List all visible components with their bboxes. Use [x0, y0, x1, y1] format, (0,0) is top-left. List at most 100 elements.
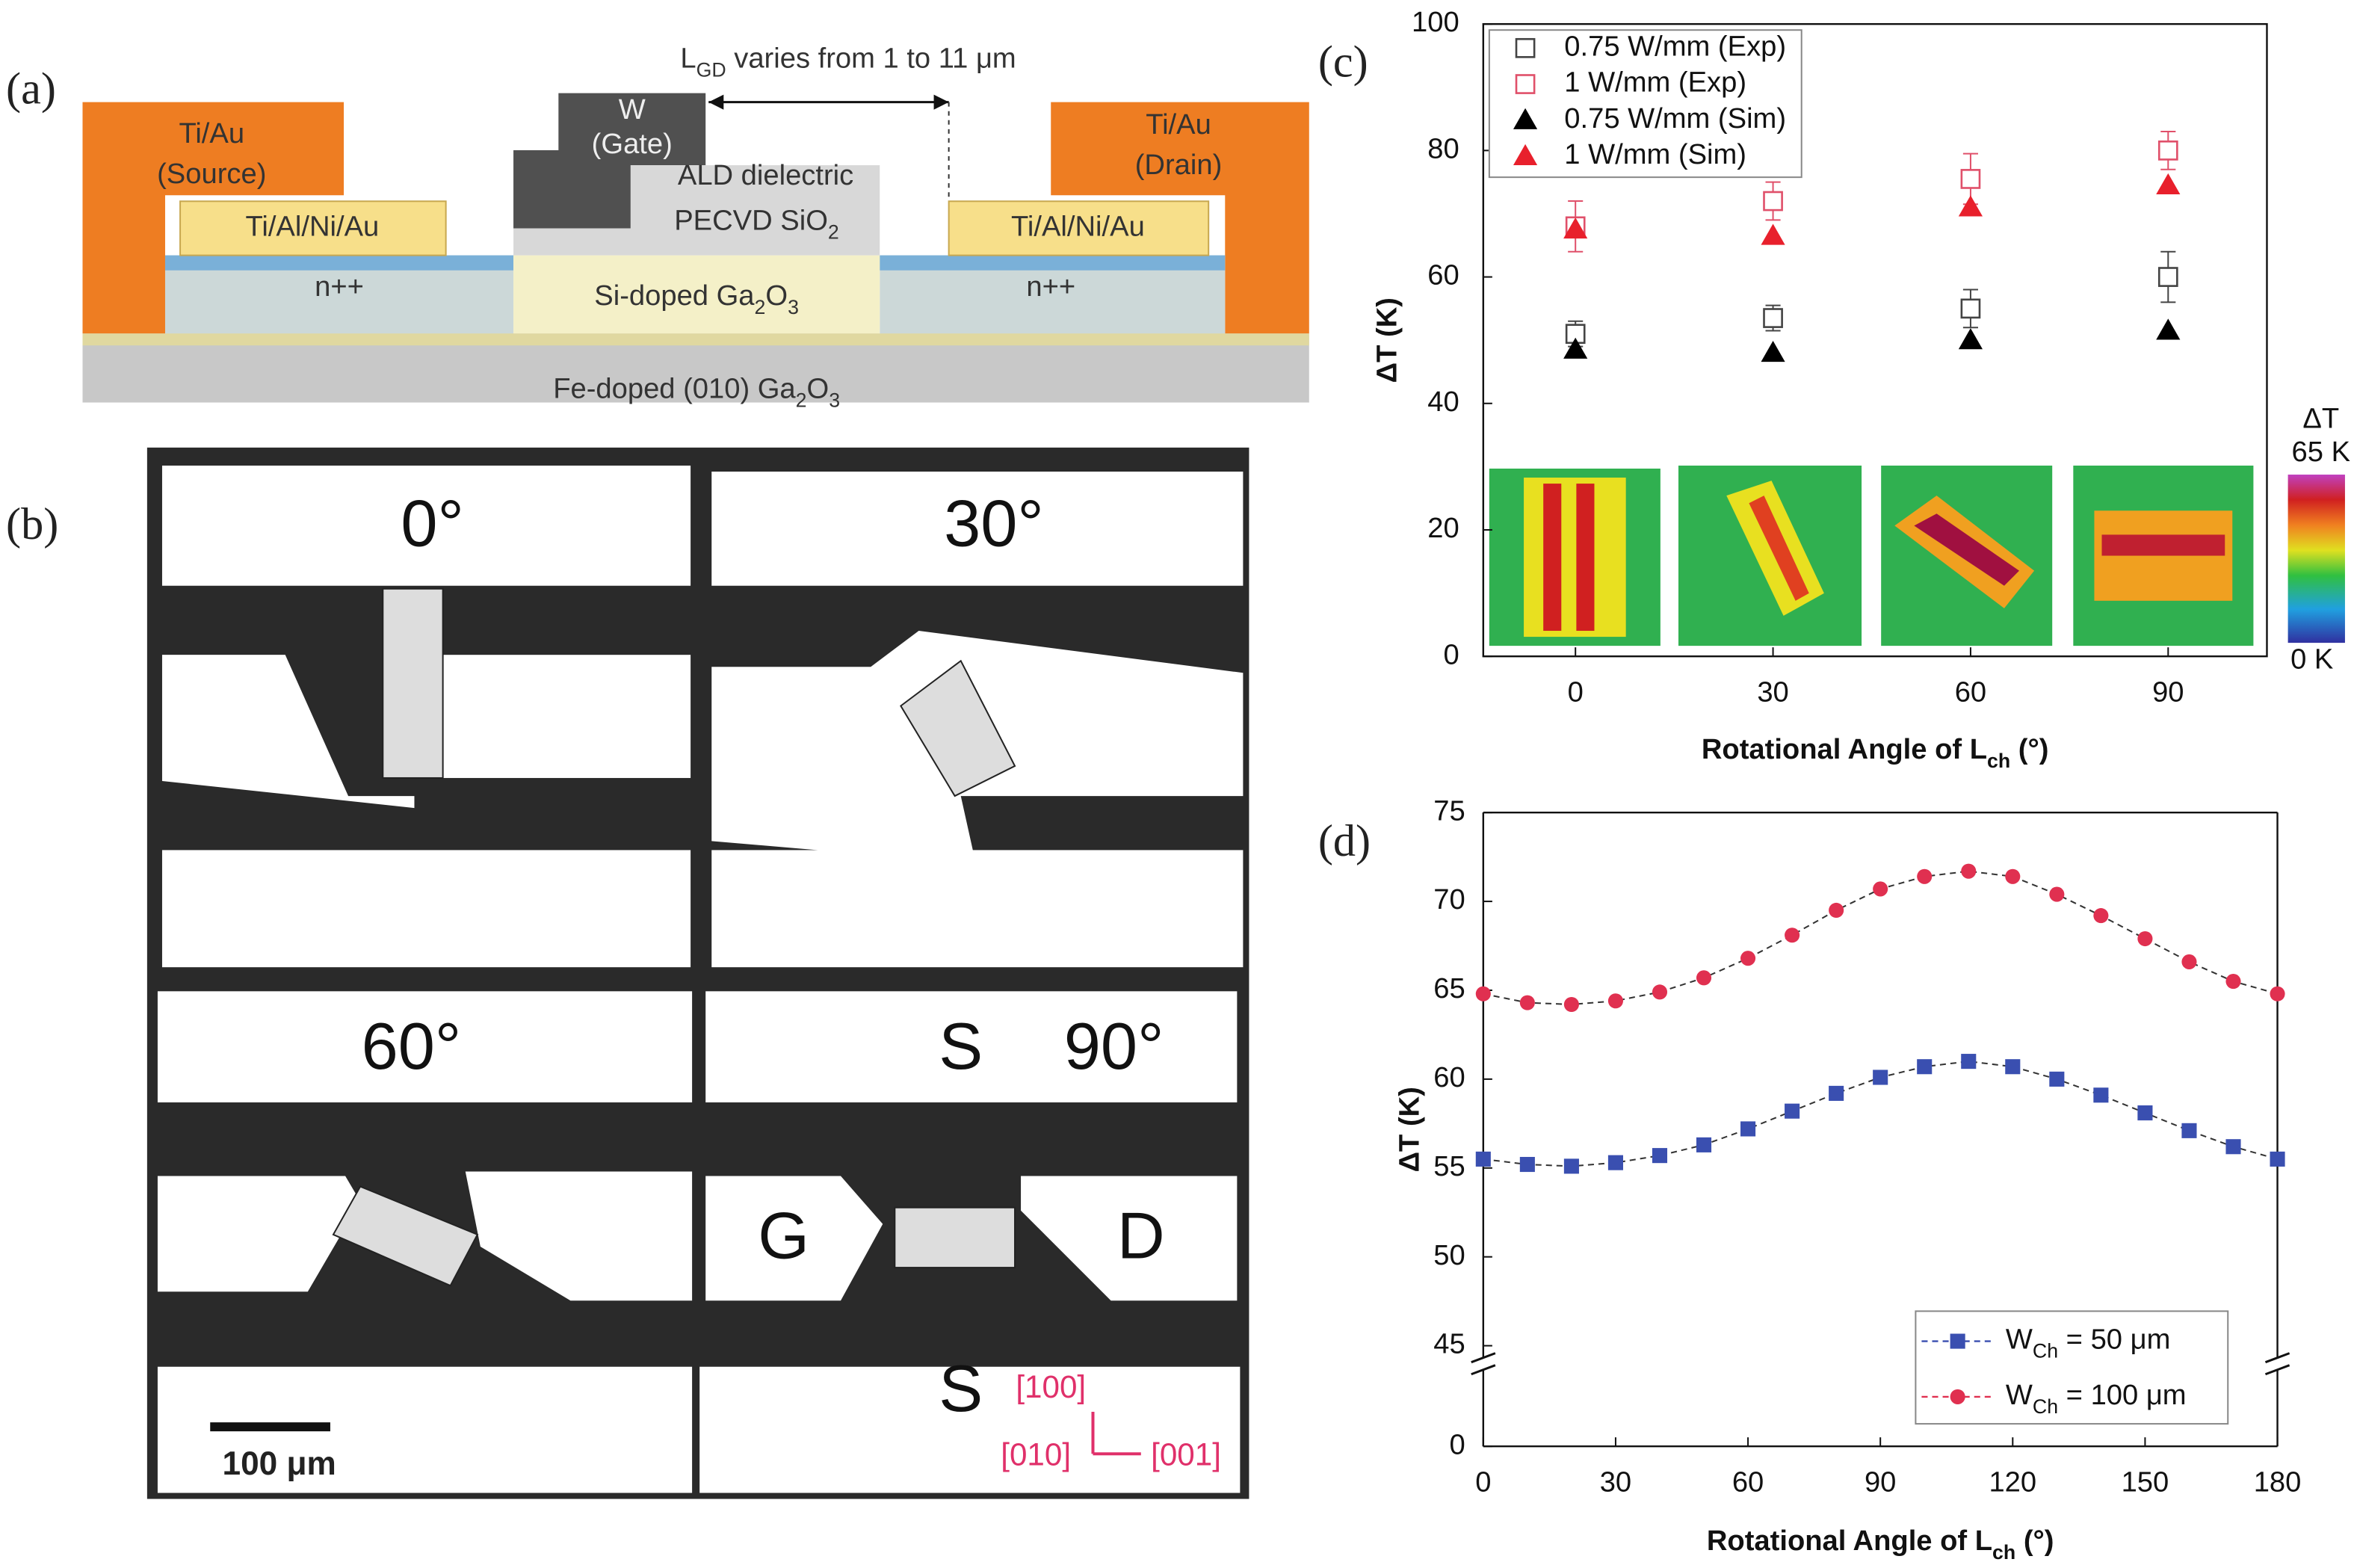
hot-region [1524, 478, 1626, 638]
legend-marker [1515, 74, 1536, 94]
y-tick-label: 65 [1433, 972, 1465, 1004]
legend-marker [1950, 1389, 1965, 1404]
y-tick-label: 0 [1449, 1428, 1465, 1460]
axis-break [2264, 1364, 2290, 1376]
pad [161, 850, 691, 968]
legend-label: 1 W/mm (Sim) [1564, 138, 1746, 170]
data-point [1563, 337, 1588, 359]
label: PECVD SiO2 [674, 204, 839, 243]
pad [699, 1366, 1241, 1493]
data-point [1565, 324, 1586, 345]
label: Ti/Au [179, 117, 244, 149]
text-part: O [765, 280, 788, 312]
terminal-label: S [939, 1351, 983, 1425]
label: Ti/Al/Ni/Au [1011, 211, 1145, 243]
colorbar-min: 0 K [2290, 643, 2334, 675]
label: Ti/Au [1146, 108, 1211, 141]
direction-label: [001] [1151, 1436, 1221, 1472]
data-point [2049, 1071, 2065, 1087]
data-point [1917, 868, 1933, 884]
label: Ti/Al/Ni/Au [245, 211, 379, 243]
data-point [2049, 886, 2065, 902]
label: (Drain) [1135, 149, 1223, 181]
data-point [1763, 191, 1783, 212]
data-point [1829, 1085, 1844, 1101]
label: n++ [315, 271, 364, 303]
hot-stripe [2101, 534, 2225, 556]
label: (Gate) [592, 128, 673, 160]
data-point [1785, 1103, 1800, 1119]
data-point [1475, 1151, 1491, 1167]
data-point [1960, 169, 1981, 189]
ohmic-right [948, 200, 1210, 256]
label: W [619, 93, 646, 126]
subscript: GD [696, 58, 726, 81]
x-tick-label: 150 [2122, 1466, 2169, 1498]
data-point [1696, 1137, 1712, 1152]
drain-metal [1051, 102, 1309, 334]
text-part: (°) [2010, 733, 2048, 765]
text-part: Fe-doped (010) Ga [553, 373, 796, 405]
n-plus-top [880, 255, 1226, 271]
terminal-label: D [1117, 1198, 1165, 1272]
data-point [1961, 1054, 1977, 1069]
legend-label: WCh = 50 μm [2006, 1324, 2170, 1362]
data-point [1652, 984, 1668, 1000]
legend-label: WCh = 100 μm [2006, 1379, 2187, 1418]
panel-label: (c) [1318, 37, 1368, 87]
data-point [1740, 951, 1756, 966]
channel [900, 659, 1016, 797]
label: Fe-doped (010) Ga2O3 [553, 373, 840, 412]
channel [382, 587, 444, 779]
y-tick-label: 45 [1433, 1328, 1465, 1360]
text-part: L [680, 42, 696, 74]
subscript: Ch [2033, 1395, 2058, 1418]
data-point [2225, 1139, 2241, 1155]
subscript: 3 [829, 389, 840, 412]
pad [157, 991, 693, 1103]
angle-label: 90° [1064, 1009, 1164, 1083]
legend-marker [1950, 1333, 1965, 1349]
data-point [2005, 868, 2021, 884]
direction-label: [010] [1001, 1436, 1071, 1472]
x-tick-label: 90 [2152, 676, 2184, 708]
source-metal [82, 102, 345, 334]
subscript: 2 [796, 389, 807, 412]
data-point [1519, 995, 1535, 1010]
data-point [1563, 1158, 1579, 1174]
text-part: O [807, 373, 830, 405]
scale-label: 100 μm [223, 1445, 336, 1482]
legend-label: 0.75 W/mm (Exp) [1564, 30, 1786, 62]
axis-break [1471, 1364, 1496, 1376]
buffer [82, 333, 1309, 346]
y-tick-label: 75 [1433, 794, 1465, 827]
arrow-head [708, 94, 724, 110]
panel-label: (a) [6, 64, 56, 114]
x-tick-label: 30 [1600, 1466, 1631, 1498]
pad [161, 655, 415, 809]
colorbar-max: 65 K [2292, 436, 2351, 468]
y-axis-label: ΔT (K) [1371, 297, 1403, 383]
micrograph [146, 447, 1249, 1499]
channel [894, 1206, 1016, 1269]
device-cross-section [82, 93, 1309, 403]
panel-label: (b) [6, 499, 58, 549]
data-point [1873, 1069, 1888, 1085]
data-point [2093, 1087, 2109, 1103]
text-part: Si-doped Ga [594, 280, 755, 312]
channel [332, 1185, 479, 1287]
x-tick-label: 0 [1475, 1466, 1491, 1498]
data-point [1785, 927, 1800, 943]
data-point [2137, 930, 2153, 947]
x-tick-label: 60 [1732, 1466, 1764, 1498]
y-tick-label: 20 [1427, 512, 1459, 544]
frame [146, 447, 1249, 1499]
x-tick-label: 180 [2254, 1466, 2302, 1498]
y-tick-label: 70 [1433, 883, 1465, 916]
data-point [1958, 328, 1983, 350]
pad [157, 1176, 361, 1292]
label: (Source) [157, 158, 266, 190]
data-point [2181, 1123, 2197, 1138]
subscript: Ch [2033, 1340, 2058, 1362]
